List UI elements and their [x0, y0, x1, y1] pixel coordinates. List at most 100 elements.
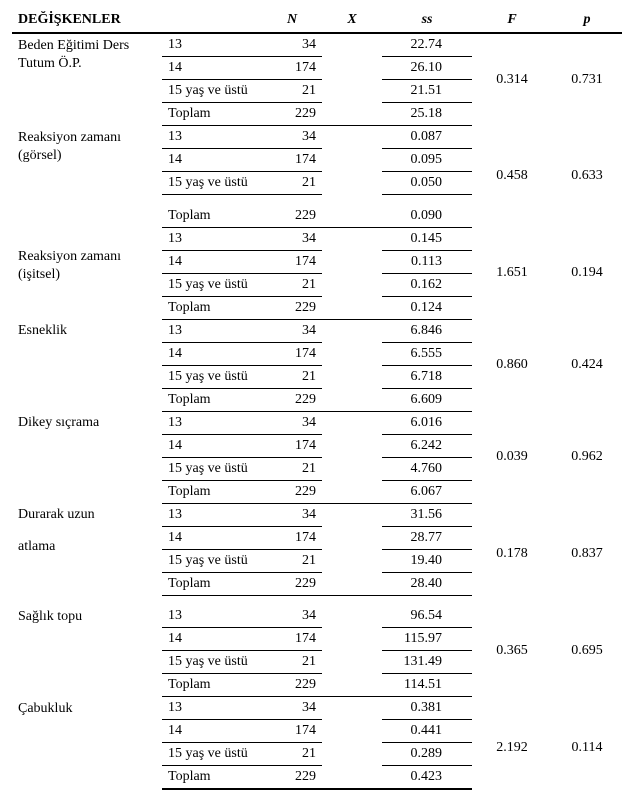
n-cell: 174: [262, 526, 322, 549]
n-cell: 21: [262, 651, 322, 674]
x-cell: [322, 674, 382, 697]
n-cell: 229: [262, 103, 322, 126]
ss-cell: 0.113: [382, 250, 472, 273]
age-cell: 13: [162, 503, 262, 526]
p-cell: 0.731: [552, 33, 622, 126]
col-variables: DEĞİŞKENLER: [12, 8, 262, 33]
n-cell: 21: [262, 172, 322, 195]
ss-cell: 6.555: [382, 342, 472, 365]
age-cell: 14: [162, 720, 262, 743]
n-cell: 34: [262, 227, 322, 250]
x-cell: [322, 126, 382, 149]
age-cell: 13: [162, 33, 262, 57]
col-x: X: [322, 8, 382, 33]
age-cell: 14: [162, 342, 262, 365]
ss-cell: 0.087: [382, 126, 472, 149]
table-row: Reaksiyon zamanı(işitsel)13340.1451.6510…: [12, 227, 622, 250]
ss-cell: 22.74: [382, 33, 472, 57]
variable-label-line1: Çabukluk: [18, 700, 156, 718]
ss-cell: 6.016: [382, 411, 472, 434]
age-cell: 13: [162, 126, 262, 149]
ss-cell: 0.441: [382, 720, 472, 743]
ss-cell: 26.10: [382, 57, 472, 80]
ss-cell: 21.51: [382, 80, 472, 103]
p-cell: 0.633: [552, 126, 622, 228]
col-p: p: [552, 8, 622, 33]
n-cell: 229: [262, 205, 322, 228]
n-cell: 229: [262, 480, 322, 503]
n-cell: 34: [262, 503, 322, 526]
age-cell: 14: [162, 57, 262, 80]
x-cell: [322, 526, 382, 549]
x-cell: [322, 628, 382, 651]
ss-cell: 0.095: [382, 149, 472, 172]
table-row: Durarak uzunatlama133431.560.1780.837: [12, 503, 622, 526]
variable-label-line2: Tutum Ö.P.: [18, 55, 156, 73]
n-cell: 34: [262, 697, 322, 720]
age-cell: Toplam: [162, 388, 262, 411]
variable-label: Durarak uzunatlama: [12, 503, 162, 605]
ss-cell: 96.54: [382, 605, 472, 628]
x-cell: [322, 697, 382, 720]
x-cell: [322, 296, 382, 319]
x-cell: [322, 434, 382, 457]
p-cell: 0.114: [552, 697, 622, 800]
n-cell: 174: [262, 57, 322, 80]
x-cell: [322, 172, 382, 195]
variable-label: Dikey sıçrama: [12, 411, 162, 503]
x-cell: [322, 480, 382, 503]
ss-cell: 0.381: [382, 697, 472, 720]
ss-cell: 28.77: [382, 526, 472, 549]
x-cell: [322, 205, 382, 228]
f-cell: 0.039: [472, 411, 552, 503]
x-cell: [322, 80, 382, 103]
age-cell: Toplam: [162, 103, 262, 126]
n-cell: 21: [262, 457, 322, 480]
f-cell: 1.651: [472, 227, 552, 319]
age-cell: 15 yaş ve üstü: [162, 273, 262, 296]
n-cell: 21: [262, 365, 322, 388]
ss-cell: 0.145: [382, 227, 472, 250]
f-cell: 0.178: [472, 503, 552, 605]
n-cell: 34: [262, 411, 322, 434]
ss-cell: 6.242: [382, 434, 472, 457]
variable-label: Sağlık topu: [12, 605, 162, 697]
n-cell: 174: [262, 628, 322, 651]
variable-label-line2: atlama: [18, 524, 156, 556]
age-cell: 15 yaş ve üstü: [162, 457, 262, 480]
f-cell: 2.192: [472, 697, 552, 800]
n-cell: 174: [262, 720, 322, 743]
age-cell: 15 yaş ve üstü: [162, 651, 262, 674]
table-row: Beden Eğitimi DersTutum Ö.P.133422.740.3…: [12, 33, 622, 57]
x-cell: [322, 411, 382, 434]
ss-cell: 6.067: [382, 480, 472, 503]
x-cell: [322, 33, 382, 57]
p-cell: 0.424: [552, 319, 622, 411]
p-cell: 0.695: [552, 605, 622, 697]
x-cell: [322, 549, 382, 572]
ss-cell: 114.51: [382, 674, 472, 697]
f-cell: 0.458: [472, 126, 552, 228]
n-cell: 229: [262, 296, 322, 319]
variable-label: Reaksiyon zamanı(işitsel): [12, 227, 162, 319]
x-cell: [322, 457, 382, 480]
ss-cell: 31.56: [382, 503, 472, 526]
variable-label-line1: Reaksiyon zamanı: [18, 129, 156, 147]
variable-label-line1: Sağlık topu: [18, 608, 156, 626]
anova-table: DEĞİŞKENLER N X ss F p Beden Eğitimi Der…: [12, 8, 622, 799]
n-cell: 229: [262, 388, 322, 411]
ss-cell: 6.718: [382, 365, 472, 388]
age-cell: 14: [162, 250, 262, 273]
table-row: Çabukluk13340.3812.1920.114: [12, 697, 622, 720]
age-cell: 14: [162, 149, 262, 172]
x-cell: [322, 250, 382, 273]
x-cell: [322, 388, 382, 411]
age-cell: Toplam: [162, 480, 262, 503]
ss-cell: 4.760: [382, 457, 472, 480]
n-cell: 174: [262, 149, 322, 172]
n-cell: 174: [262, 250, 322, 273]
variable-label: Reaksiyon zamanı(görsel): [12, 126, 162, 228]
ss-cell: 6.846: [382, 319, 472, 342]
variable-label: Beden Eğitimi DersTutum Ö.P.: [12, 33, 162, 126]
n-cell: 229: [262, 572, 322, 595]
